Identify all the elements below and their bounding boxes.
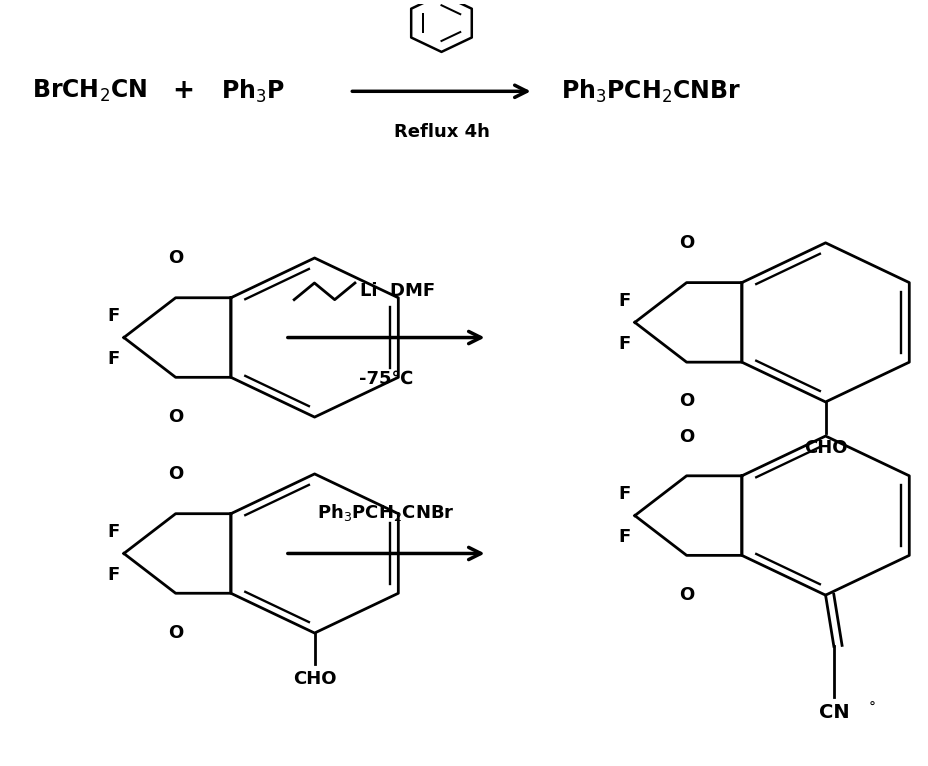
Text: Ph$_3$P: Ph$_3$P [220,77,284,105]
Text: O: O [168,466,183,483]
Text: O: O [678,586,693,604]
Text: F: F [617,335,629,353]
Text: F: F [617,292,629,309]
Text: -75℃: -75℃ [359,369,413,388]
Text: Reflux 4h: Reflux 4h [393,123,489,141]
Text: CHO: CHO [292,670,336,689]
Text: Ph$_3$PCH$_2$CNBr: Ph$_3$PCH$_2$CNBr [561,77,741,105]
Text: F: F [617,529,629,546]
Text: Ph$_3$PCH$_2$CNBr: Ph$_3$PCH$_2$CNBr [317,502,455,523]
Text: +: + [173,78,195,104]
Text: O: O [678,392,693,411]
Text: O: O [168,250,183,267]
Text: CN: CN [818,703,848,722]
Text: O: O [678,234,693,252]
Text: Li  DMF: Li DMF [360,283,435,300]
Text: F: F [617,485,629,503]
Text: F: F [107,307,119,325]
Text: F: F [107,523,119,541]
Text: O: O [168,624,183,642]
Text: O: O [678,427,693,446]
Text: O: O [168,408,183,426]
Text: F: F [107,350,119,368]
Text: °: ° [868,701,875,715]
Text: BrCH$_2$CN: BrCH$_2$CN [32,78,147,104]
Text: CHO: CHO [803,439,846,457]
Text: F: F [107,566,119,584]
